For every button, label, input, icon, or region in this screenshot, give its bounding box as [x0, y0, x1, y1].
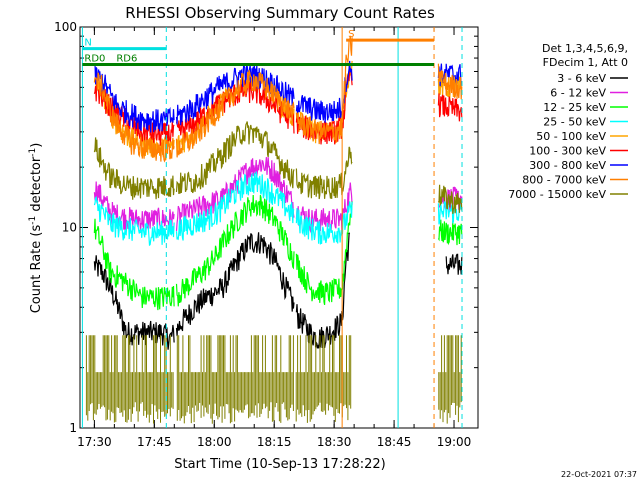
low-count-band [85, 335, 462, 424]
chart-title: RHESSI Observing Summary Count Rates [125, 4, 435, 22]
legend-header-line-1: Det 1,3,4,5,6,9, [542, 42, 628, 55]
x-tick-label: 18:00 [197, 435, 232, 449]
series-line-6 [93, 65, 463, 147]
x-tick-label: 18:30 [317, 435, 352, 449]
legend-label-7: 300 - 800 keV [529, 159, 606, 172]
legend-header-line-2: FDecim 1, Att 0 [543, 56, 628, 69]
legend-label-2: 6 - 12 keV [550, 87, 606, 100]
series-line-8 [93, 35, 463, 163]
x-tick-label: 17:30 [77, 435, 112, 449]
legend-label-9: 7000 - 15000 keV [508, 188, 606, 201]
x-tick-label: 18:15 [257, 435, 292, 449]
legend-label-1: 3 - 6 keV [557, 72, 606, 85]
y-axis-label-sup1: -1 [28, 216, 38, 225]
y-tick-label: 100 [54, 20, 77, 34]
flag-label-rd6: RD6 [116, 54, 137, 65]
legend-label-5: 50 - 100 keV [536, 130, 606, 143]
series-line-3 [93, 194, 463, 311]
y-axis-label-end: ) [29, 143, 44, 148]
x-axis-label: Start Time (10-Sep-13 17:28:22) [174, 457, 385, 472]
series-line-7 [93, 60, 463, 133]
legend-label-6: 100 - 300 keV [529, 145, 606, 158]
flag-label-rd0: RD0 [84, 54, 105, 65]
y-axis-label-main: Count Rate (s [29, 225, 44, 314]
y-axis-label: Count Rate (s-1 detector-1) [28, 143, 44, 314]
series-line-9 [93, 121, 463, 214]
legend-label-3: 12 - 25 keV [543, 101, 606, 114]
plot-area: 1 10 100 17:30 17:45 18:00 18:15 18:30 18:45 19:0… [54, 20, 479, 449]
y-tick-label: 10 [62, 221, 77, 235]
series-line-4 [93, 171, 463, 247]
legend: Det 1,3,4,5,6,9, FDecim 1, Att 0 3 - 6 k… [508, 42, 628, 201]
legend-label-8: 800 - 7000 keV [522, 174, 606, 187]
y-axis-label-sup2: -1 [28, 148, 38, 157]
legend-label-4: 25 - 50 keV [543, 116, 606, 129]
x-tick-label: 17:45 [137, 435, 172, 449]
flag-label-s: S [348, 29, 354, 40]
y-tick-label: 1 [69, 421, 77, 435]
flag-label-n: N [84, 38, 91, 49]
x-tick-label: 18:45 [377, 435, 412, 449]
x-tick-label: 19:00 [437, 435, 472, 449]
footer-timestamp: 22-Oct-2021 07:37 [561, 470, 637, 479]
y-axis-label-mid: detector [29, 156, 44, 216]
series-line-2 [93, 157, 463, 234]
